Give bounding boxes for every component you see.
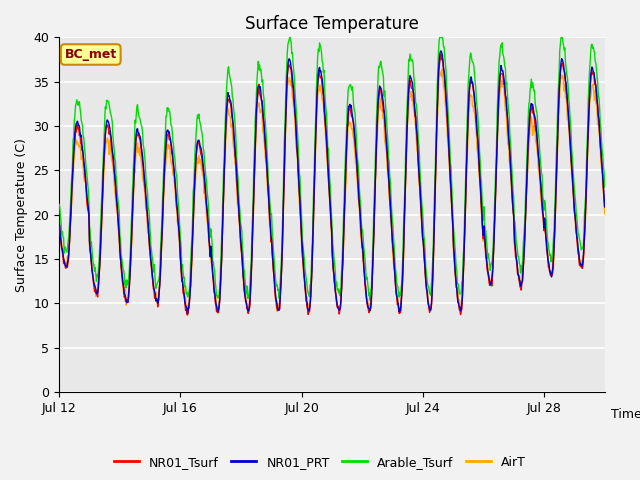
Title: Surface Temperature: Surface Temperature (245, 15, 419, 33)
X-axis label: Time: Time (611, 408, 640, 421)
Legend: NR01_Tsurf, NR01_PRT, Arable_Tsurf, AirT: NR01_Tsurf, NR01_PRT, Arable_Tsurf, AirT (109, 451, 531, 474)
Y-axis label: Surface Temperature (C): Surface Temperature (C) (15, 138, 28, 292)
Text: BC_met: BC_met (65, 48, 117, 61)
